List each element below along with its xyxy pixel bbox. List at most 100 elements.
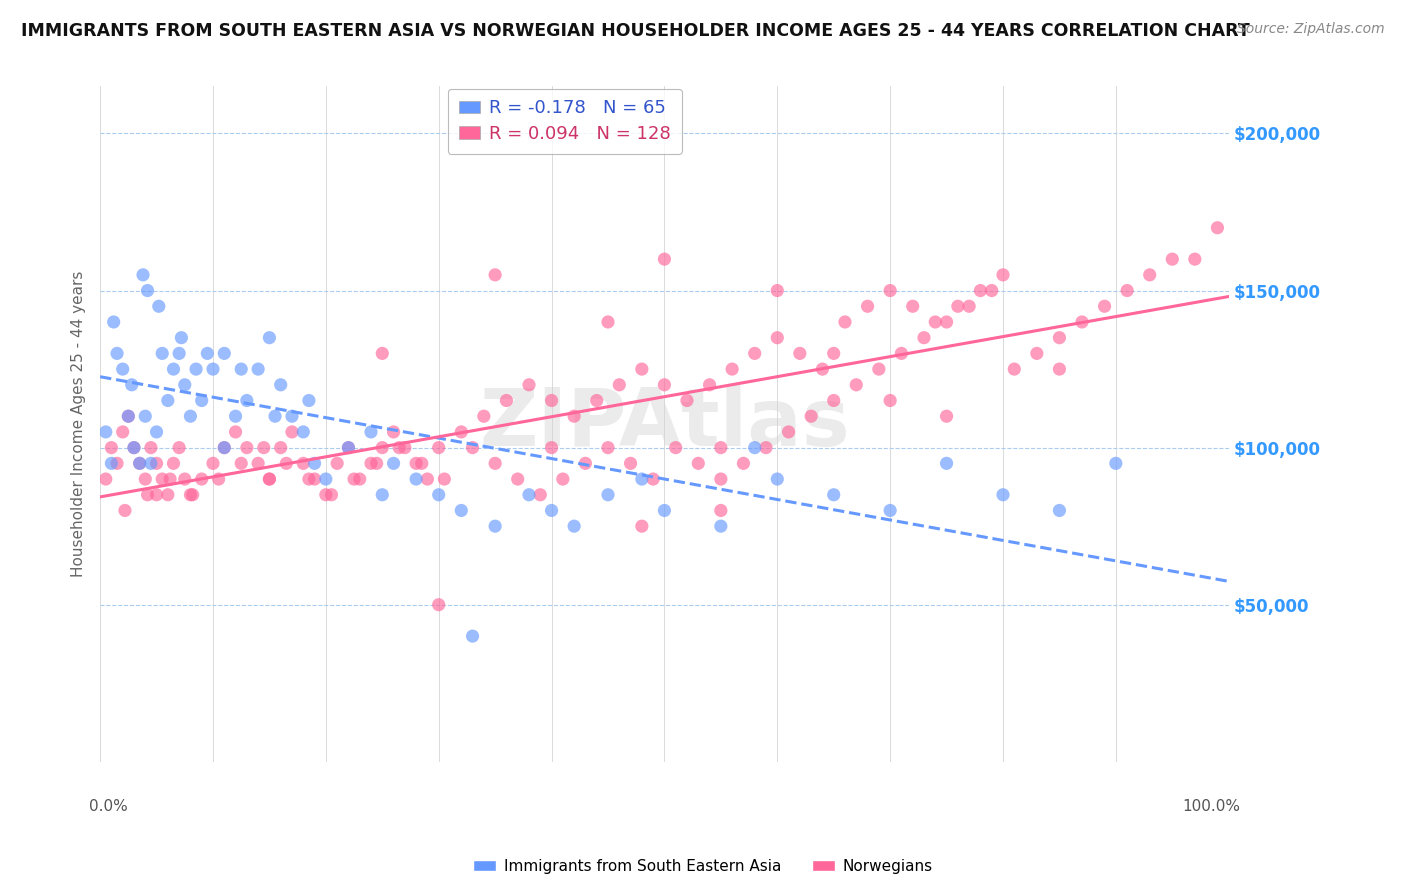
Point: [231, 456, 253, 470]
Point: [461, 629, 484, 643]
Point: [665, 441, 688, 455]
Point: [371, 488, 394, 502]
Point: [472, 409, 495, 424]
Point: [201, 362, 224, 376]
Point: [991, 488, 1014, 502]
Point: [495, 393, 517, 408]
Point: [935, 456, 957, 470]
Point: [1049, 331, 1071, 345]
Point: [540, 393, 562, 408]
Point: [766, 331, 789, 345]
Y-axis label: Householder Income Ages 25 - 44 years: Householder Income Ages 25 - 44 years: [72, 271, 86, 577]
Point: [991, 268, 1014, 282]
Point: [1161, 252, 1184, 267]
Point: [710, 519, 733, 533]
Point: [253, 441, 276, 455]
Point: [596, 315, 619, 329]
Point: [122, 441, 145, 455]
Point: [957, 299, 980, 313]
Point: [744, 346, 766, 360]
Point: [179, 488, 201, 502]
Point: [596, 441, 619, 455]
Point: [134, 409, 156, 424]
Point: [270, 377, 292, 392]
Point: [315, 488, 337, 502]
Point: [879, 503, 901, 517]
Point: [247, 362, 270, 376]
Point: [879, 393, 901, 408]
Point: [298, 472, 321, 486]
Point: [139, 456, 162, 470]
Point: [114, 503, 136, 517]
Legend: R = -0.178   N = 65, R = 0.094   N = 128: R = -0.178 N = 65, R = 0.094 N = 128: [447, 88, 682, 153]
Point: [631, 472, 654, 486]
Point: [721, 362, 744, 376]
Point: [270, 441, 292, 455]
Point: [1184, 252, 1206, 267]
Point: [427, 441, 450, 455]
Point: [433, 472, 456, 486]
Point: [416, 472, 439, 486]
Point: [1049, 362, 1071, 376]
Point: [450, 503, 472, 517]
Point: [699, 377, 721, 392]
Point: [298, 393, 321, 408]
Text: Source: ZipAtlas.com: Source: ZipAtlas.com: [1237, 22, 1385, 37]
Point: [167, 346, 190, 360]
Point: [1025, 346, 1047, 360]
Point: [935, 409, 957, 424]
Point: [162, 456, 184, 470]
Point: [733, 456, 755, 470]
Point: [145, 456, 167, 470]
Point: [136, 284, 159, 298]
Point: [834, 315, 856, 329]
Point: [382, 456, 405, 470]
Point: [654, 252, 676, 267]
Text: ZIPAtlas: ZIPAtlas: [479, 385, 849, 463]
Point: [132, 268, 155, 282]
Point: [145, 488, 167, 502]
Point: [264, 409, 287, 424]
Point: [766, 284, 789, 298]
Point: [214, 441, 236, 455]
Point: [710, 441, 733, 455]
Point: [349, 472, 371, 486]
Point: [103, 315, 125, 329]
Point: [134, 472, 156, 486]
Point: [139, 441, 162, 455]
Point: [879, 284, 901, 298]
Point: [461, 441, 484, 455]
Point: [156, 393, 179, 408]
Point: [980, 284, 1002, 298]
Point: [214, 441, 236, 455]
Point: [450, 425, 472, 439]
Point: [281, 409, 304, 424]
Point: [924, 315, 946, 329]
Point: [411, 456, 433, 470]
Point: [845, 377, 868, 392]
Point: [225, 409, 247, 424]
Point: [145, 425, 167, 439]
Point: [484, 456, 506, 470]
Point: [111, 362, 134, 376]
Point: [156, 488, 179, 502]
Point: [281, 425, 304, 439]
Point: [596, 488, 619, 502]
Point: [868, 362, 890, 376]
Point: [105, 346, 128, 360]
Point: [111, 425, 134, 439]
Point: [778, 425, 800, 439]
Point: [117, 409, 139, 424]
Point: [1049, 503, 1071, 517]
Point: [259, 472, 281, 486]
Point: [607, 377, 630, 392]
Point: [136, 488, 159, 502]
Point: [688, 456, 710, 470]
Point: [1071, 315, 1094, 329]
Point: [292, 425, 315, 439]
Point: [247, 456, 270, 470]
Point: [1116, 284, 1139, 298]
Point: [315, 472, 337, 486]
Point: [394, 441, 416, 455]
Point: [128, 456, 150, 470]
